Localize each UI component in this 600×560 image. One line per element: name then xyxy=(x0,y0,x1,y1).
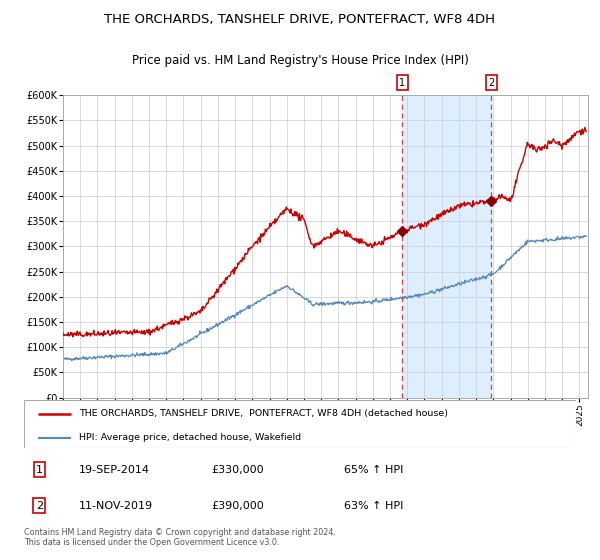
Text: HPI: Average price, detached house, Wakefield: HPI: Average price, detached house, Wake… xyxy=(79,433,301,442)
Text: 11-NOV-2019: 11-NOV-2019 xyxy=(79,501,154,511)
Text: THE ORCHARDS, TANSHELF DRIVE, PONTEFRACT, WF8 4DH: THE ORCHARDS, TANSHELF DRIVE, PONTEFRACT… xyxy=(104,13,496,26)
Text: Price paid vs. HM Land Registry's House Price Index (HPI): Price paid vs. HM Land Registry's House … xyxy=(131,54,469,67)
Text: 1: 1 xyxy=(400,78,406,87)
Text: 1: 1 xyxy=(36,465,43,475)
FancyBboxPatch shape xyxy=(24,400,576,448)
Text: 2: 2 xyxy=(36,501,43,511)
Text: THE ORCHARDS, TANSHELF DRIVE,  PONTEFRACT, WF8 4DH (detached house): THE ORCHARDS, TANSHELF DRIVE, PONTEFRACT… xyxy=(79,409,448,418)
Text: £390,000: £390,000 xyxy=(212,501,265,511)
Text: 2: 2 xyxy=(488,78,494,87)
Bar xyxy=(403,95,491,398)
Text: £330,000: £330,000 xyxy=(212,465,265,475)
Text: Contains HM Land Registry data © Crown copyright and database right 2024.
This d: Contains HM Land Registry data © Crown c… xyxy=(24,528,336,548)
Text: 19-SEP-2014: 19-SEP-2014 xyxy=(79,465,150,475)
Text: 63% ↑ HPI: 63% ↑ HPI xyxy=(344,501,404,511)
Text: 65% ↑ HPI: 65% ↑ HPI xyxy=(344,465,404,475)
